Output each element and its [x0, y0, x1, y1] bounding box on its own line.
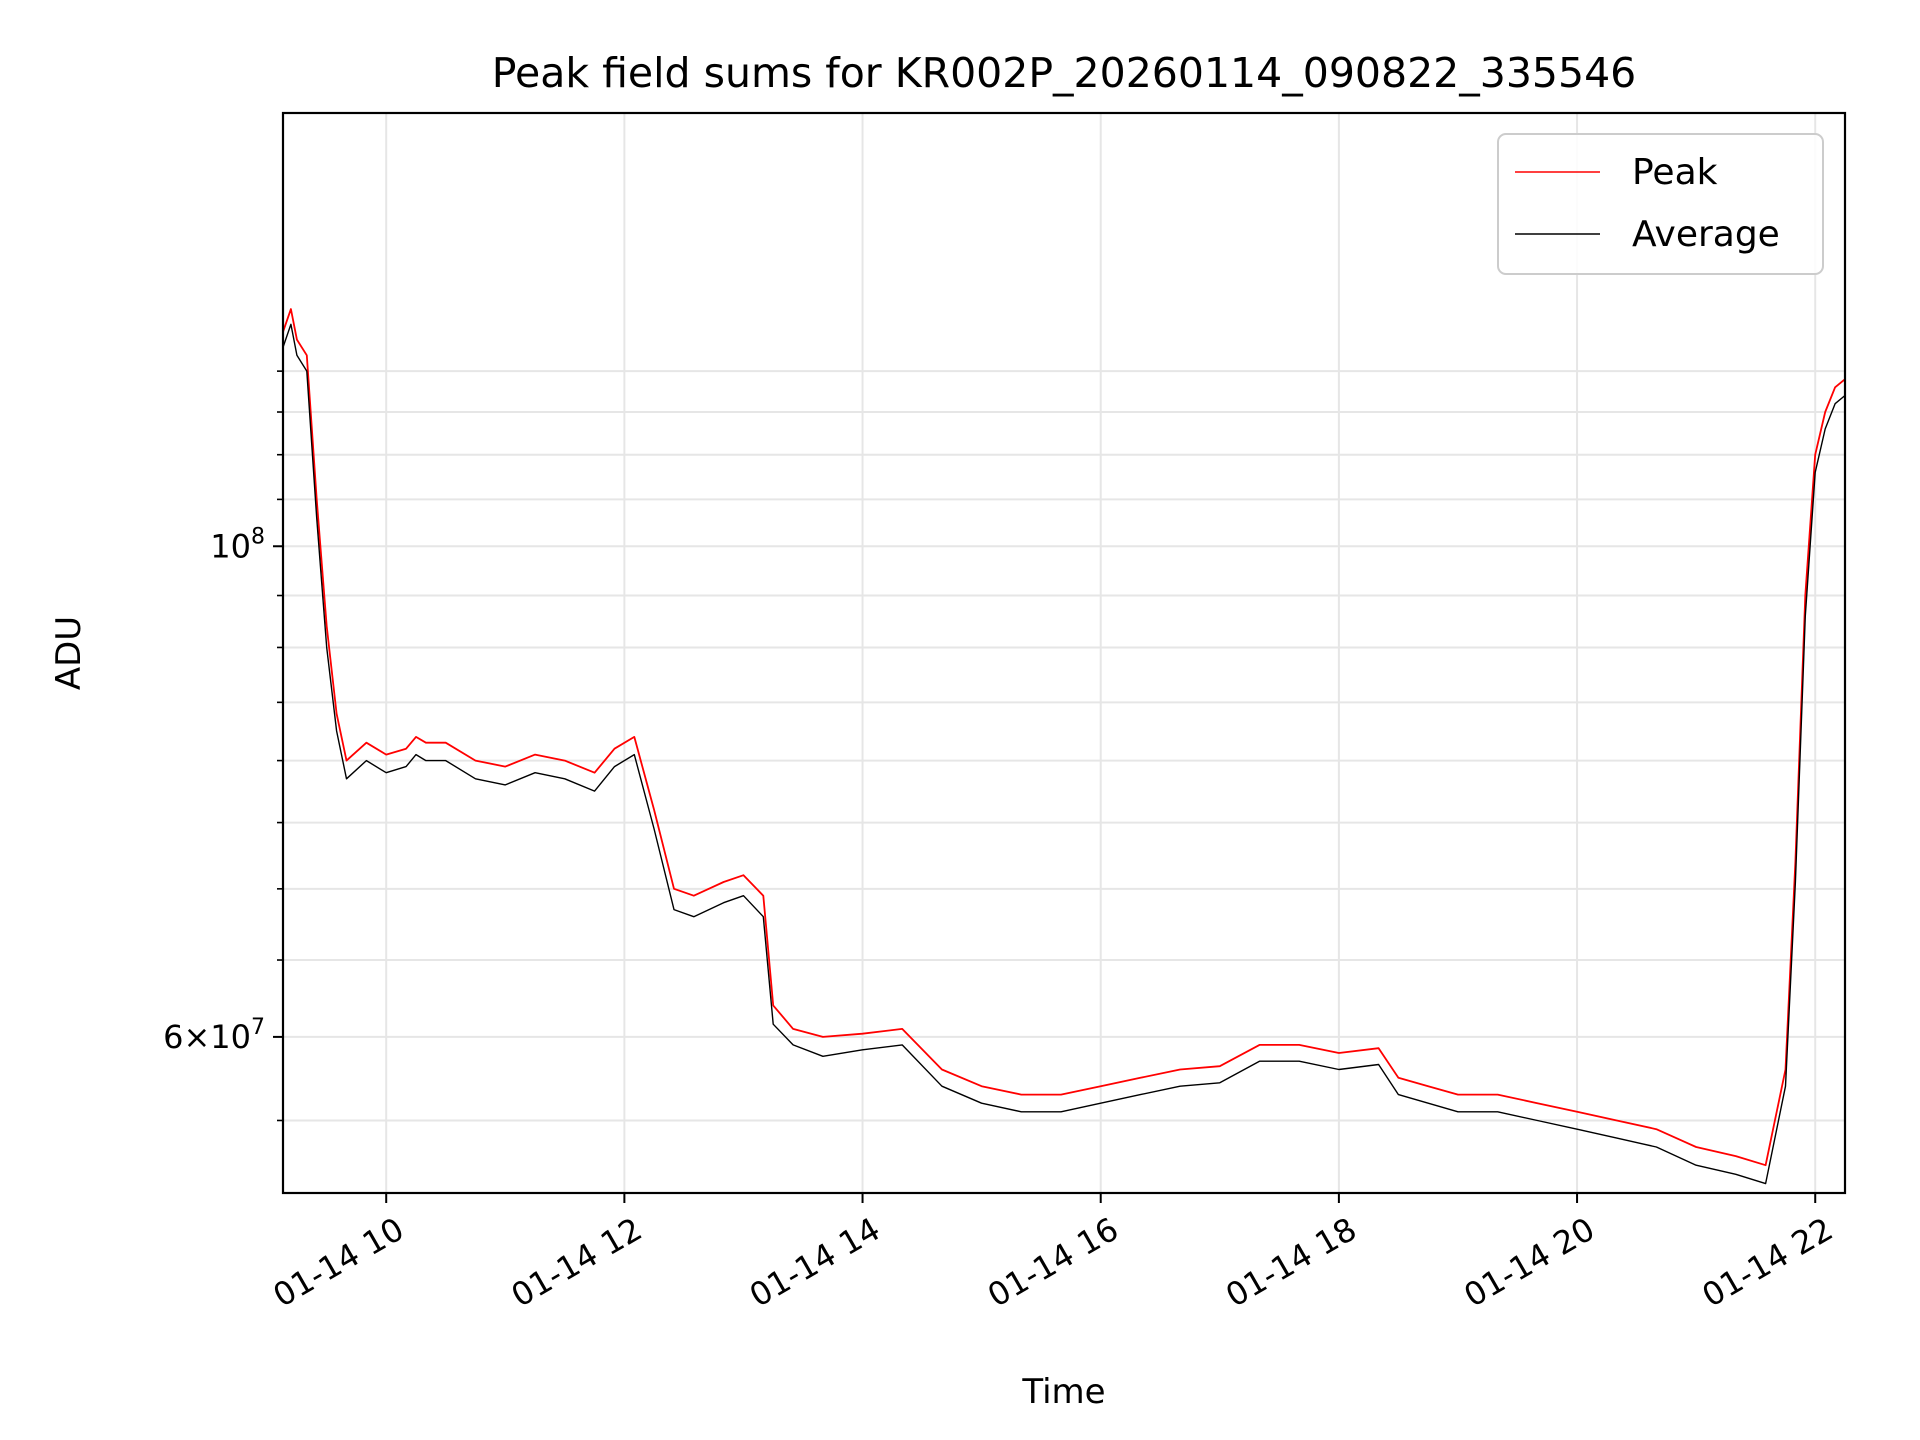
- grid: [283, 113, 1845, 1193]
- series-layer: [282, 308, 1846, 1185]
- series-line-peak: [282, 308, 1846, 1167]
- chart-title: Peak field sums for KR002P_20260114_0908…: [492, 49, 1637, 97]
- y-tick-label: 6×107: [163, 1015, 265, 1056]
- plot-frame: [281, 111, 1847, 1195]
- legend: Peak Average: [1497, 133, 1824, 275]
- y-axis-title: ADU: [49, 616, 89, 690]
- legend-box: [1497, 133, 1824, 275]
- legend-label-peak: Peak: [1632, 152, 1718, 193]
- legend-label-average: Average: [1632, 214, 1780, 255]
- y-tick-label: 108: [210, 524, 265, 565]
- series-line-average: [282, 323, 1846, 1185]
- x-axis-title: Time: [1021, 1372, 1105, 1412]
